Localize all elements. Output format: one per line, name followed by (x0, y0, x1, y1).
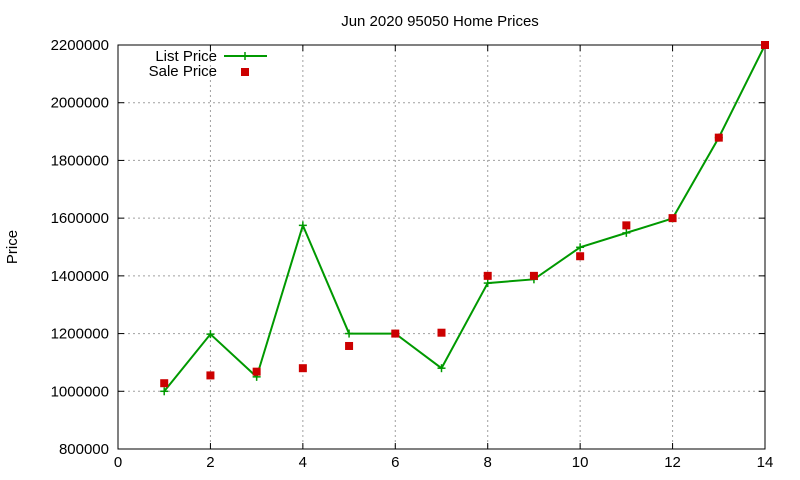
x-tick-label: 14 (757, 454, 774, 471)
y-axis-label: Price (4, 230, 21, 264)
sale-price-point (298, 364, 307, 373)
y-tick-label: 1200000 (51, 326, 109, 343)
sale-price-point (668, 214, 677, 223)
sale-price-point (622, 221, 631, 230)
y-tick-label: 1000000 (51, 383, 109, 400)
list-price-point (160, 387, 169, 396)
sale-price-point (345, 341, 354, 350)
legend-label-sale-price: Sale Price (149, 63, 217, 80)
sale-price-point (761, 41, 769, 49)
sale-price-point (252, 367, 261, 376)
list-price-point (345, 329, 354, 338)
sale-price-point (576, 252, 585, 261)
x-tick-label: 6 (391, 454, 399, 471)
y-tick-label: 2200000 (51, 37, 109, 54)
plot-area-border (117, 44, 766, 450)
legend-swatch-square (241, 68, 249, 76)
y-tick-label: 1600000 (51, 210, 109, 227)
list-price-point (206, 330, 215, 339)
sale-price-point (437, 328, 446, 337)
legend-label-list-price: List Price (155, 48, 217, 65)
y-tick-label: 1400000 (51, 268, 109, 285)
grid (118, 45, 765, 449)
list-price-point (576, 243, 585, 252)
list-price-point (483, 279, 492, 288)
sale-price-point (483, 271, 492, 280)
sale-price-point (714, 133, 723, 142)
list-price-point (622, 228, 631, 237)
x-tick-label: 4 (299, 454, 307, 471)
x-tick-label: 12 (664, 454, 681, 471)
chart-title: Jun 2020 95050 Home Prices (341, 13, 539, 30)
y-tick-label: 800000 (59, 441, 109, 458)
y-tick-label: 2000000 (51, 95, 109, 112)
x-tick-label: 8 (484, 454, 492, 471)
x-tick-label: 10 (572, 454, 589, 471)
x-tick-label: 0 (114, 454, 122, 471)
x-tick-label: 2 (206, 454, 214, 471)
legend-swatch-plus (241, 52, 249, 60)
legend: List Price Sale Price (149, 48, 267, 80)
sale-price-point (206, 371, 215, 380)
sale-price-point (529, 271, 538, 280)
sale-price-point (391, 329, 400, 338)
series (160, 41, 769, 396)
sale-price-point (160, 379, 169, 388)
list-price-point (437, 364, 446, 373)
y-tick-label: 1800000 (51, 152, 109, 169)
list-price-line (163, 44, 766, 392)
axis-ticks: 0 2 4 6 8 10 12 14 800000 1000000 1200000 1400000 16… (51, 37, 774, 471)
list-price-point (298, 221, 307, 230)
